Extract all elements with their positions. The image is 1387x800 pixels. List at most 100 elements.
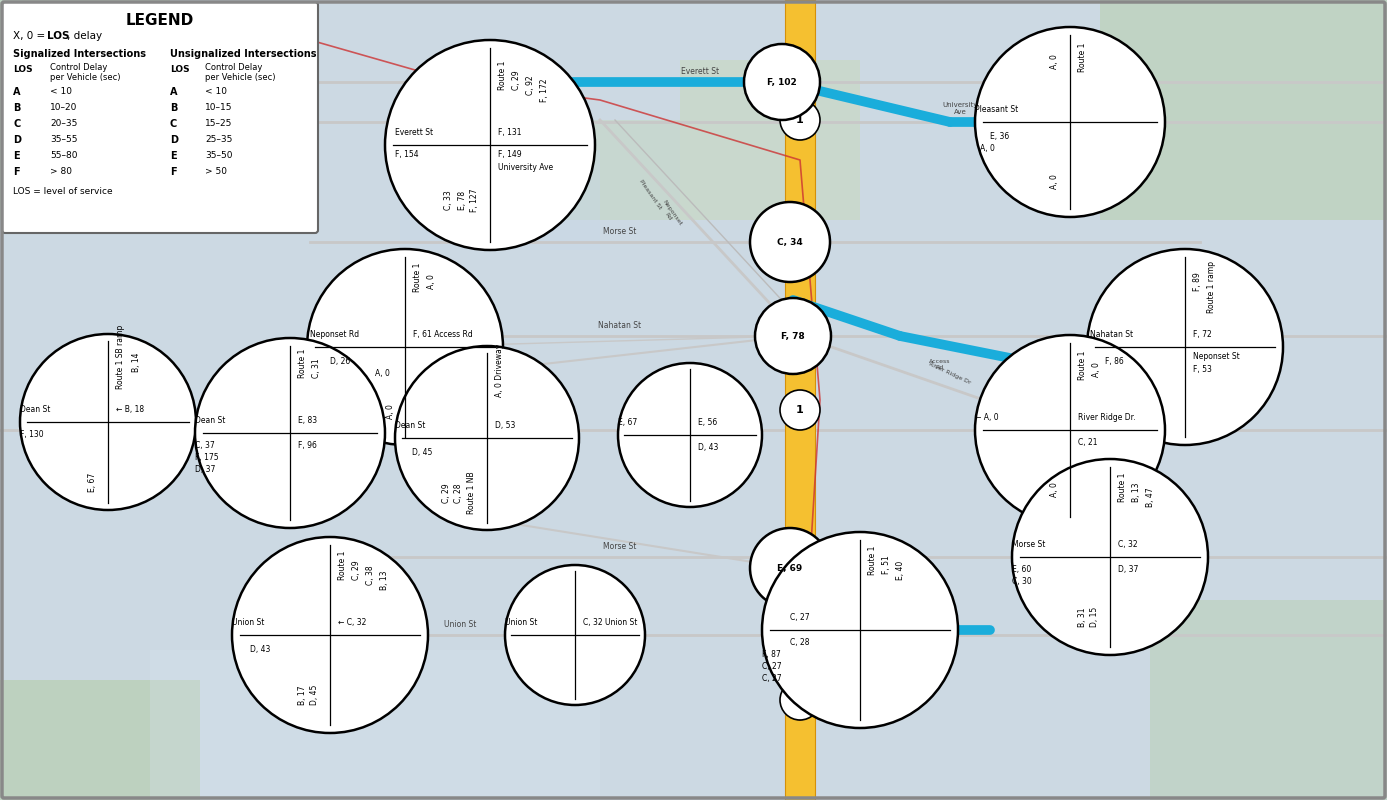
Bar xyxy=(0,0,171,220)
Text: F, 154: F, 154 xyxy=(395,150,419,159)
Bar xyxy=(1150,600,1387,800)
Bar xyxy=(150,650,601,800)
Text: Neponset Rd: Neponset Rd xyxy=(311,330,359,339)
Text: ← C, 32: ← C, 32 xyxy=(338,618,366,627)
Text: D, 37: D, 37 xyxy=(196,465,215,474)
Circle shape xyxy=(755,298,831,374)
Text: Route 1: Route 1 xyxy=(413,262,422,292)
Text: Dean St: Dean St xyxy=(395,421,426,430)
Text: > 50: > 50 xyxy=(205,167,227,176)
Text: B, 14: B, 14 xyxy=(132,352,141,372)
Text: Union St: Union St xyxy=(505,618,537,627)
Text: A, 0 Driveway: A, 0 Driveway xyxy=(495,343,503,397)
Text: Union St: Union St xyxy=(444,620,476,629)
Text: A, 0: A, 0 xyxy=(427,274,436,290)
Text: D: D xyxy=(12,135,21,145)
Bar xyxy=(1100,0,1387,220)
Text: B, 13: B, 13 xyxy=(380,570,388,590)
Text: D, 45: D, 45 xyxy=(311,685,319,705)
Text: Dean St: Dean St xyxy=(196,416,225,425)
Text: Signalized Intersections: Signalized Intersections xyxy=(12,49,146,59)
Text: F, 175: F, 175 xyxy=(196,453,219,462)
Text: 35–55: 35–55 xyxy=(50,135,78,144)
Text: Route 1: Route 1 xyxy=(868,546,877,574)
Text: B, 47: B, 47 xyxy=(1146,487,1155,507)
Text: Route 1: Route 1 xyxy=(338,550,347,580)
Text: F, 127: F, 127 xyxy=(470,188,480,212)
Text: F, 53: F, 53 xyxy=(1193,365,1212,374)
Circle shape xyxy=(232,537,429,733)
Circle shape xyxy=(619,363,761,507)
Text: 1: 1 xyxy=(796,115,804,125)
Text: 35–50: 35–50 xyxy=(205,151,233,160)
Text: F, 78: F, 78 xyxy=(781,331,804,341)
Text: C, 30: C, 30 xyxy=(1013,577,1032,586)
Text: 25–35: 25–35 xyxy=(205,135,233,144)
Text: Dean St: Dean St xyxy=(485,415,515,424)
Text: Route 1: Route 1 xyxy=(1118,472,1128,502)
Text: 55–80: 55–80 xyxy=(50,151,78,160)
Text: , delay: , delay xyxy=(67,31,103,41)
Text: F, 51: F, 51 xyxy=(882,556,890,574)
Text: per Vehicle (sec): per Vehicle (sec) xyxy=(205,73,276,82)
Text: F, 89: F, 89 xyxy=(1193,273,1203,291)
Bar xyxy=(785,0,816,800)
Text: ← B, 18: ← B, 18 xyxy=(117,405,144,414)
Text: B, 17: B, 17 xyxy=(297,686,307,705)
Circle shape xyxy=(505,565,645,705)
Text: E: E xyxy=(12,151,19,161)
Text: D, 53: D, 53 xyxy=(495,421,516,430)
Text: per Vehicle (sec): per Vehicle (sec) xyxy=(50,73,121,82)
Text: F, 131: F, 131 xyxy=(498,128,522,137)
Text: C, 29: C, 29 xyxy=(512,70,522,90)
Circle shape xyxy=(196,338,386,528)
Text: Route 1 SB ramp: Route 1 SB ramp xyxy=(117,325,125,389)
Text: E: E xyxy=(171,151,176,161)
Text: Route 1: Route 1 xyxy=(1078,350,1087,380)
Text: X, 0 =: X, 0 = xyxy=(12,31,49,41)
Text: Route 1 ramp: Route 1 ramp xyxy=(1207,261,1216,313)
Circle shape xyxy=(779,390,820,430)
Text: F, 86: F, 86 xyxy=(1105,357,1123,366)
Text: > 80: > 80 xyxy=(50,167,72,176)
Text: B, 31: B, 31 xyxy=(1078,607,1086,626)
Text: 15–25: 15–25 xyxy=(205,119,233,128)
Text: E, 78: E, 78 xyxy=(458,190,466,210)
Text: F, 172: F, 172 xyxy=(540,78,549,102)
Text: Route 1: Route 1 xyxy=(298,348,307,378)
Text: C, 33: C, 33 xyxy=(444,190,454,210)
Text: D, 37: D, 37 xyxy=(1118,565,1139,574)
Text: River Ridge Dr.: River Ridge Dr. xyxy=(1078,413,1136,422)
Text: D: D xyxy=(171,135,178,145)
Circle shape xyxy=(779,100,820,140)
Text: LOS: LOS xyxy=(12,65,33,74)
Text: C, 21: C, 21 xyxy=(1078,438,1097,447)
Text: D, 26: D, 26 xyxy=(330,357,351,366)
Text: C: C xyxy=(171,119,178,129)
Circle shape xyxy=(750,528,829,608)
Text: F, 149: F, 149 xyxy=(498,150,522,159)
Text: LEGEND: LEGEND xyxy=(126,13,194,28)
Text: F, 72: F, 72 xyxy=(1193,330,1212,339)
Text: Everett St: Everett St xyxy=(681,67,718,76)
Text: F, 61 Access Rd: F, 61 Access Rd xyxy=(413,330,473,339)
Text: A: A xyxy=(12,87,21,97)
Text: C, 38: C, 38 xyxy=(366,565,374,585)
Bar xyxy=(0,680,200,800)
Text: E, 36: E, 36 xyxy=(990,132,1010,141)
Text: D, 15: D, 15 xyxy=(1090,607,1100,627)
Text: LOS: LOS xyxy=(47,31,69,41)
Text: F: F xyxy=(171,167,176,177)
FancyBboxPatch shape xyxy=(1,2,318,233)
Circle shape xyxy=(743,44,820,120)
Text: C, 27: C, 27 xyxy=(791,613,810,622)
Text: D, 45: D, 45 xyxy=(412,448,433,457)
Text: Union St: Union St xyxy=(232,618,265,627)
Text: F, 130: F, 130 xyxy=(19,430,43,439)
Text: Route 1 NB: Route 1 NB xyxy=(467,472,477,514)
Bar xyxy=(680,60,860,220)
Text: C, 27: C, 27 xyxy=(761,674,782,683)
Text: E, 56: E, 56 xyxy=(698,418,717,427)
Circle shape xyxy=(19,334,196,510)
Circle shape xyxy=(395,346,578,530)
